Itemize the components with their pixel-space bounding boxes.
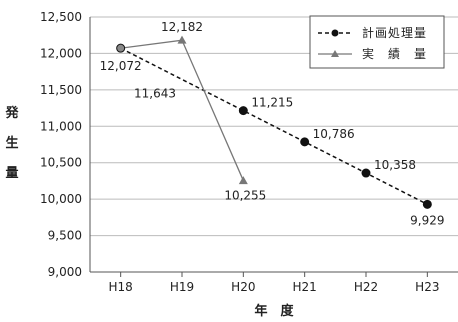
- legend-plan-marker: [331, 29, 339, 37]
- data-label-plan: 10,786: [313, 127, 355, 141]
- marker-plan: [361, 168, 371, 178]
- grid: [90, 16, 458, 273]
- data-label-plan: 12,072: [100, 59, 142, 73]
- y-axis-label-char-1: 発: [4, 105, 19, 121]
- data-labels: 12,072 11,643 11,215 10,786 10,358 9,929 12,18…: [100, 20, 445, 227]
- data-label-plan: 11,643: [134, 86, 176, 100]
- data-label-plan: 9,929: [410, 213, 444, 227]
- y-axis-label: 発 生 量: [4, 105, 19, 181]
- legend-box: [309, 15, 445, 69]
- legend-actual-label: 実 績 量: [362, 46, 427, 61]
- series-line-plan: [120, 47, 428, 205]
- y-tick-label: 11,500: [40, 83, 82, 97]
- x-tick-label: H18: [109, 280, 133, 294]
- data-label-actual: 12,182: [161, 20, 203, 34]
- legend-actual-marker: [331, 50, 339, 57]
- y-tick-label: 12,000: [40, 46, 82, 60]
- marker-actual: [177, 35, 187, 44]
- y-tick-label: 12,500: [40, 10, 82, 24]
- y-axis-label-char-3: 量: [5, 166, 18, 181]
- legend: 計画処理量 実 績 量: [309, 15, 445, 69]
- y-tick-label: 10,500: [40, 156, 82, 170]
- legend-plan-label: 計画処理量: [362, 25, 427, 40]
- data-label-plan: 10,358: [374, 158, 416, 172]
- marker-plan: [300, 137, 310, 147]
- data-label-actual: 10,255: [224, 189, 266, 203]
- x-axis-label: 年 度: [254, 303, 294, 319]
- marker-actual: [238, 176, 248, 185]
- y-axis-label-char-2: 生: [5, 135, 18, 151]
- x-tick-label: H23: [415, 280, 439, 294]
- marker-plan: [238, 106, 248, 116]
- series-markers: [116, 35, 432, 209]
- x-tick-label: H22: [354, 280, 378, 294]
- y-tick-label: 9,000: [48, 265, 82, 279]
- y-ticks: 9,000 9,500 10,000 10,500 11,000 11,500 12,000…: [40, 10, 82, 279]
- x-tick-label: H21: [293, 280, 317, 294]
- x-tick-label: H19: [170, 280, 194, 294]
- data-label-plan: 11,215: [251, 96, 293, 110]
- marker-plan: [422, 199, 432, 209]
- axes: [89, 17, 458, 273]
- marker-plan: [116, 43, 126, 53]
- x-ticks: H18 H19 H20 H21 H22 H23: [109, 272, 439, 294]
- x-tick-label: H20: [231, 280, 255, 294]
- y-tick-label: 9,500: [48, 229, 82, 243]
- y-tick-label: 11,000: [40, 119, 82, 133]
- y-tick-label: 10,000: [40, 192, 82, 206]
